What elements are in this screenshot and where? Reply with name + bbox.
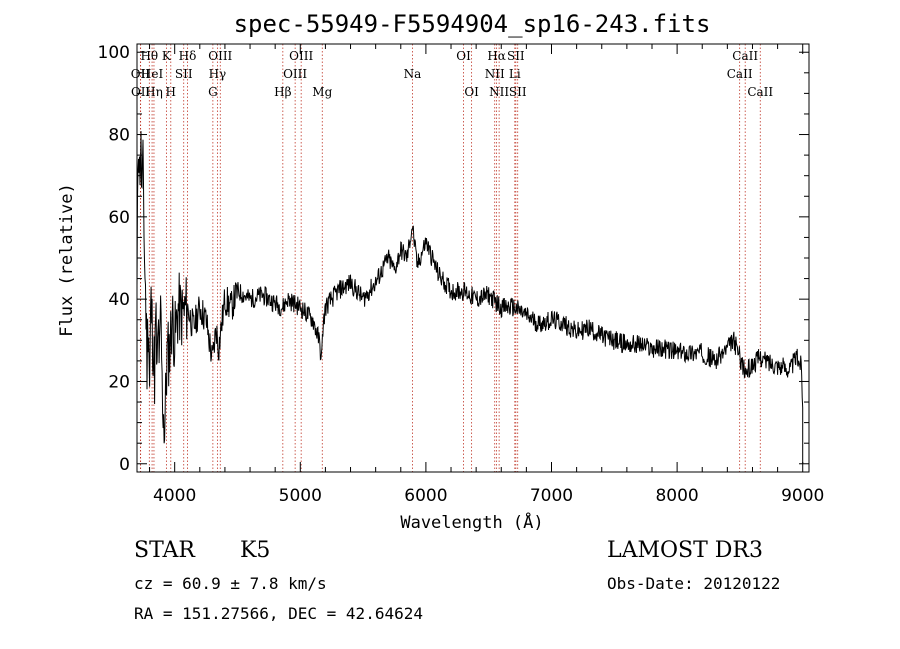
spectral-line-label: SII [509,85,527,99]
x-tick-label: 4000 [153,486,196,506]
x-tick-label: 9000 [781,486,824,506]
spectral-line-label: Li [509,67,521,81]
x-tick-label: 5000 [279,486,322,506]
spectral-line-label: Hγ [209,67,227,81]
spectral-line-label: Hα [487,49,506,63]
spectral-line-label: K [162,49,172,63]
y-axis-ticks: 0 20 40 60 80 100 [98,43,809,475]
survey-name: LAMOST DR3 [607,538,763,563]
spectral-line-label: HeI [141,67,164,81]
spectral-line-label: H [166,85,176,99]
spectral-line-label: CaII [747,85,773,99]
spectral-line-label: NII [485,67,505,81]
y-tick-label: 0 [119,455,130,475]
obs-date: Obs-Date: 20120122 [607,574,781,593]
spectral-line-label: SII [507,49,525,63]
spectral-line-label: Mg [312,85,332,99]
spectral-lines [139,44,761,472]
spectral-line-label: OIII [283,67,307,81]
redshift-readout: cz = 60.9 ± 7.8 km/s [134,574,327,593]
spectral-line-label: OI [464,85,479,99]
spectral-line-label: Hη [145,85,163,99]
x-tick-label: 7000 [530,486,573,506]
coordinates: RA = 151.27566, DEC = 42.64624 [134,604,423,623]
spectral-line-label: OIII [208,49,232,63]
y-axis-label: Flux (relative) [57,183,77,337]
plot-frame [136,43,810,473]
x-tick-label: 6000 [404,486,447,506]
y-tick-label: 100 [98,43,130,63]
chart-title: spec-55949-F5594904_sp16-243.fits [234,10,711,38]
spectral-line-label: OI [456,49,471,63]
spectral-line-label: CaII [732,49,758,63]
spectrum-line [136,131,804,464]
object-class: STAR [134,538,195,563]
x-axis-label: Wavelength (Å) [400,511,543,533]
spectral-line-label: OII [131,67,151,81]
x-axis-ticks: 4000 5000 6000 7000 8000 9000 [149,44,824,506]
y-tick-label: 40 [108,290,130,310]
spectral-line-label: NII [489,85,509,99]
x-tick-label: 8000 [655,486,698,506]
spectral-line-label: Hθ [140,49,158,63]
spectral-line-label: Hδ [179,49,197,63]
spectral-line-label: Na [404,67,422,81]
spectral-line-label: SII [175,67,193,81]
spectral-line-label: OIII [289,49,313,63]
y-tick-label: 80 [108,126,130,146]
y-tick-label: 60 [108,208,130,228]
spectral-line-label: CaII [727,67,753,81]
spectral-line-label: Hβ [274,85,291,99]
y-tick-label: 20 [108,372,130,392]
subclass: K5 [240,538,271,563]
spectral-line-label: G [208,85,218,99]
spectral-line-label: OII [131,85,151,99]
spectral-line-labels: OII OII Hθ HeI Hη K H SII Hδ G Hγ OIII Hβ OIII OIII Mg N… [131,49,774,99]
